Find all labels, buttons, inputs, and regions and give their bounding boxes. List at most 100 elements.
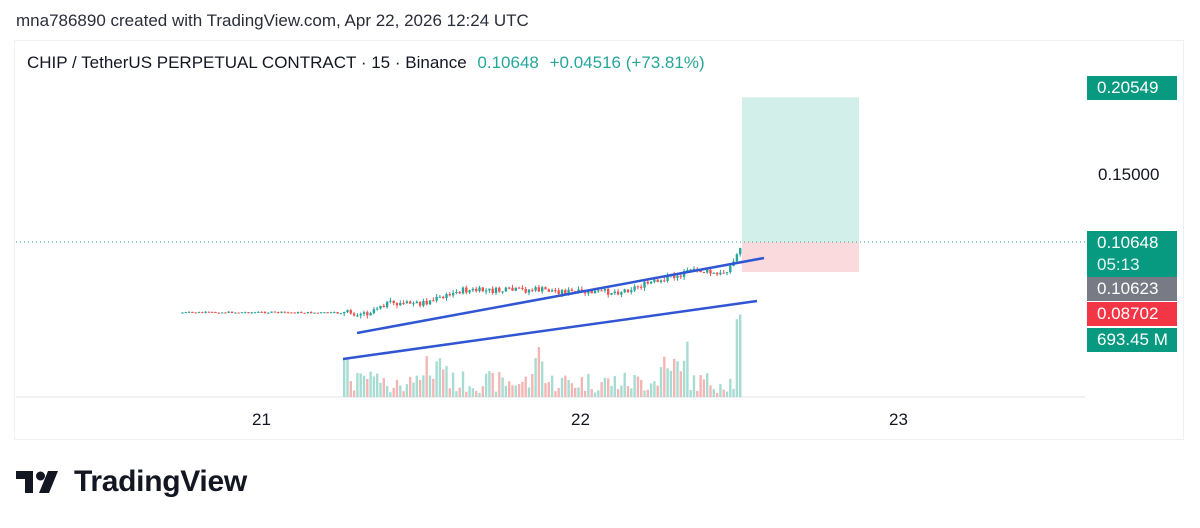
- candle: [686, 270, 689, 272]
- candle: [214, 311, 217, 313]
- candle: [692, 268, 696, 270]
- volume-bar: [409, 376, 412, 397]
- volume-bar: [465, 391, 468, 397]
- candle: [590, 290, 593, 294]
- candle: [679, 275, 682, 277]
- candle: [293, 312, 296, 314]
- candle: [263, 311, 267, 314]
- volume-bar: [524, 376, 527, 397]
- channel-upper-line: [356, 256, 765, 335]
- interval-label[interactable]: 15: [371, 53, 391, 72]
- candle: [570, 289, 574, 292]
- volume-bar: [501, 377, 504, 397]
- exchange-label: Binance: [405, 53, 467, 72]
- volume-bar: [484, 373, 488, 397]
- candle: [494, 287, 498, 294]
- candle: [260, 311, 263, 313]
- candle: [277, 311, 280, 313]
- volume-bar: [725, 391, 729, 397]
- candle: [458, 291, 461, 294]
- volume-bar: [395, 379, 399, 397]
- candle: [577, 289, 580, 292]
- volume-bar: [498, 372, 501, 397]
- candle: [557, 290, 560, 295]
- stop-price-badge: 0.08702: [1087, 302, 1177, 326]
- candle: [346, 310, 349, 312]
- candle: [607, 288, 610, 295]
- candle: [653, 279, 656, 282]
- candle: [712, 272, 715, 274]
- candle: [630, 290, 633, 293]
- volume-bar: [682, 360, 686, 397]
- candle: [508, 287, 511, 289]
- chart-frame: [14, 40, 1184, 440]
- candle: [237, 312, 240, 314]
- chart-credit: mna786890 created with TradingView.com, …: [16, 11, 529, 30]
- volume-bar: [366, 379, 369, 397]
- volume-bar: [597, 390, 600, 397]
- candle: [583, 291, 587, 294]
- candle: [220, 312, 224, 314]
- volume-bar: [369, 371, 372, 397]
- candle: [649, 281, 653, 284]
- candle: [706, 269, 709, 273]
- volume-bar: [607, 378, 610, 397]
- volume-bar: [541, 361, 544, 397]
- volume-bar: [537, 346, 541, 397]
- volume-bar: [438, 358, 442, 397]
- tradingview-logo[interactable]: TradingView: [16, 465, 247, 499]
- volume-bar: [663, 356, 666, 397]
- candle: [465, 287, 468, 293]
- volume-bar: [352, 390, 356, 397]
- candle: [719, 272, 722, 275]
- candle: [313, 312, 316, 314]
- volume-bar: [425, 356, 428, 397]
- last-price-value: 0.10648: [1097, 233, 1159, 252]
- candle: [352, 313, 356, 316]
- candle: [567, 289, 570, 294]
- volume-bar: [442, 369, 445, 397]
- candle: [709, 269, 712, 274]
- volume-bar: [376, 373, 379, 397]
- volume-bar: [514, 385, 517, 397]
- candle: [379, 305, 382, 309]
- candle: [359, 313, 362, 316]
- candle: [610, 293, 613, 295]
- last-price-badge: 0.10648 05:13: [1087, 231, 1177, 277]
- symbol-header[interactable]: CHIP / TetherUS PERPETUAL CONTRACT · 15 …: [27, 53, 705, 72]
- candle: [418, 301, 422, 306]
- candle: [600, 290, 603, 292]
- candle: [319, 312, 323, 314]
- candle: [184, 312, 187, 314]
- volume-bar: [557, 387, 560, 397]
- candle: [280, 311, 283, 313]
- candle: [290, 312, 293, 314]
- volume-bar: [732, 388, 735, 397]
- volume-bar: [722, 389, 725, 397]
- candle: [389, 300, 392, 302]
- candle: [636, 286, 640, 288]
- volume-bar: [673, 358, 676, 397]
- candle: [735, 254, 739, 262]
- volume-bar: [478, 392, 481, 397]
- candle: [646, 281, 649, 284]
- volume-bar: [706, 373, 709, 397]
- candle: [564, 290, 567, 294]
- candle: [475, 288, 478, 292]
- candle: [442, 296, 445, 299]
- candle: [303, 312, 306, 314]
- volume-bar: [649, 383, 653, 397]
- candle: [372, 309, 376, 314]
- candle: [666, 275, 669, 282]
- symbol-name[interactable]: CHIP / TetherUS PERPETUAL CONTRACT: [27, 53, 357, 72]
- candle: [550, 290, 554, 292]
- candle: [514, 287, 517, 291]
- volume-bar: [712, 389, 715, 397]
- volume-bar: [382, 378, 385, 397]
- volume-bar: [517, 383, 521, 397]
- bar-countdown: 05:13: [1097, 255, 1140, 274]
- tradingview-logo-icon: [16, 471, 58, 493]
- candle: [537, 287, 541, 292]
- candle: [257, 311, 260, 313]
